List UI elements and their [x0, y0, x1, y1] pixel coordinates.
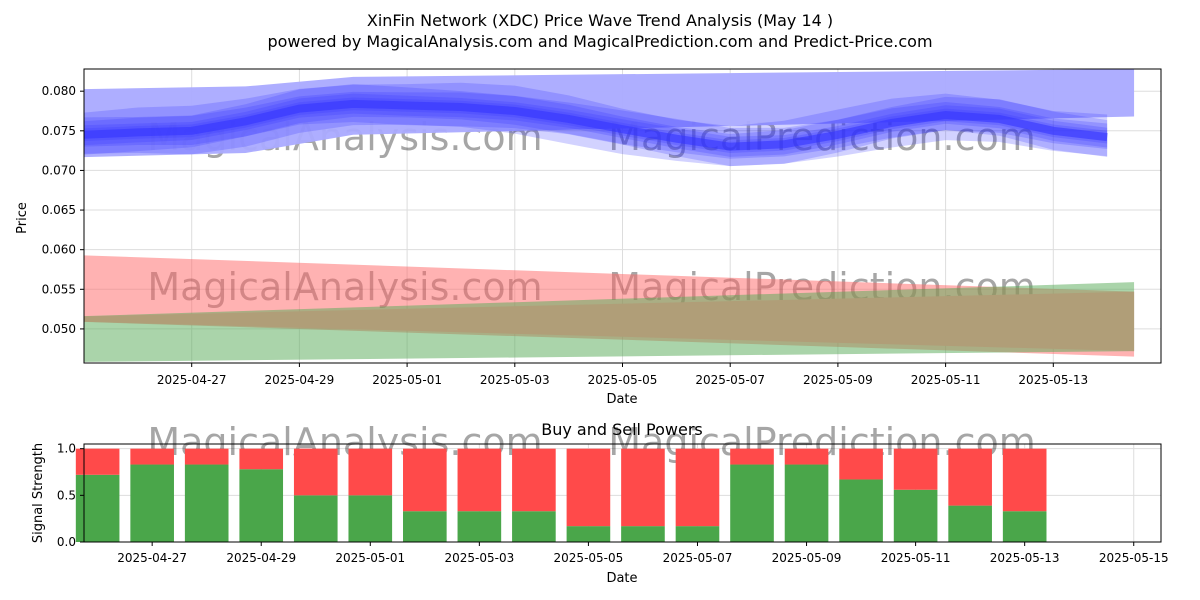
buy-power-bar [239, 469, 284, 542]
buy-sell-panel: MagicalAnalysis.com MagicalPrediction.com… [57, 420, 1169, 565]
sell-power-bar [130, 448, 174, 465]
x-tick-label: 2025-04-29 [265, 373, 335, 387]
top-xlabel: Date [606, 392, 637, 407]
sell-power-bar [839, 448, 883, 480]
sell-power-bar [566, 448, 611, 527]
x-tick-label: 2025-05-15 [1099, 551, 1169, 565]
bottom-plot-frame [83, 443, 1162, 543]
x-tick-label: 2025-05-05 [554, 551, 624, 565]
bottom-xlabel: Date [606, 571, 637, 586]
top-ylabel: Price [15, 202, 30, 234]
wave-envelope [84, 69, 1135, 158]
sell-power-bar [403, 448, 447, 512]
x-tick-label: 2025-05-07 [663, 551, 733, 565]
x-tick-label: 2025-05-11 [881, 551, 951, 565]
buy-power-bar [893, 489, 938, 542]
x-tick-label: 2025-05-13 [990, 551, 1060, 565]
chart-title: XinFin Network (XDC) Price Wave Trend An… [367, 11, 833, 30]
sell-power-bar [948, 448, 992, 506]
x-tick-label: 2025-05-01 [335, 551, 405, 565]
buy-power-bar [784, 464, 829, 542]
overlap-band [84, 291, 1135, 352]
sell-power-bar [75, 448, 120, 475]
sell-power-bar [1002, 448, 1047, 512]
buy-power-bar [403, 511, 447, 542]
price-wave-panel: MagicalAnalysis.com MagicalPrediction.com… [42, 68, 1162, 387]
buy-power-bar [566, 526, 611, 542]
wave-center-line [84, 99, 1108, 151]
y-tick-label: 0.055 [42, 282, 76, 296]
y-tick-label: 0.050 [42, 322, 76, 336]
buy-power-bar [675, 526, 720, 542]
x-tick-label: 2025-04-27 [117, 551, 187, 565]
sell-power-bar [893, 448, 938, 490]
buy-power-bar [839, 479, 883, 542]
x-tick-label: 2025-05-09 [772, 551, 842, 565]
x-tick-label: 2025-05-13 [1018, 373, 1088, 387]
buy-power-bar [730, 464, 774, 542]
x-tick-label: 2025-05-05 [588, 373, 658, 387]
sell-power-bar [730, 448, 774, 465]
x-tick-label: 2025-05-11 [911, 373, 981, 387]
bottom-ylabel: Signal Strength [31, 443, 46, 543]
x-tick-label: 2025-05-07 [695, 373, 765, 387]
buy-power-bar [1002, 511, 1047, 542]
buy-power-bar [75, 474, 120, 542]
sell-power-bar [184, 448, 229, 465]
buy-power-bar [457, 511, 502, 542]
sell-power-bar [457, 448, 502, 512]
x-tick-label: 2025-04-27 [157, 373, 227, 387]
y-tick-label: 0.0 [57, 535, 76, 549]
buy-power-bar [348, 495, 393, 542]
buy-power-bar [293, 495, 338, 542]
sell-power-bar [784, 448, 829, 465]
y-tick-label: 1.0 [57, 442, 76, 456]
buy-power-bar [512, 511, 556, 542]
x-tick-label: 2025-05-03 [480, 373, 550, 387]
sell-power-bar [239, 448, 284, 470]
buy-power-bar [621, 526, 665, 542]
y-tick-label: 0.080 [42, 84, 76, 98]
sell-power-bar [348, 448, 393, 496]
x-tick-label: 2025-05-09 [803, 373, 873, 387]
buy-power-bar [948, 505, 992, 542]
bottom-title: Buy and Sell Powers [541, 420, 703, 439]
chart-subtitle: powered by MagicalAnalysis.com and Magic… [267, 32, 932, 51]
buy-power-bar [130, 464, 174, 542]
x-tick-label: 2025-05-03 [444, 551, 514, 565]
sell-power-bar [675, 448, 720, 527]
y-tick-label: 0.5 [57, 488, 76, 502]
x-tick-label: 2025-04-29 [226, 551, 296, 565]
y-tick-label: 0.060 [42, 243, 76, 257]
sell-power-bar [512, 448, 556, 512]
x-tick-label: 2025-05-01 [372, 373, 442, 387]
y-tick-label: 0.065 [42, 203, 76, 217]
y-tick-label: 0.070 [42, 163, 76, 177]
buy-power-bar [184, 464, 229, 542]
sell-power-bar [293, 448, 338, 496]
sell-power-bar [621, 448, 665, 527]
y-tick-label: 0.075 [42, 124, 76, 138]
